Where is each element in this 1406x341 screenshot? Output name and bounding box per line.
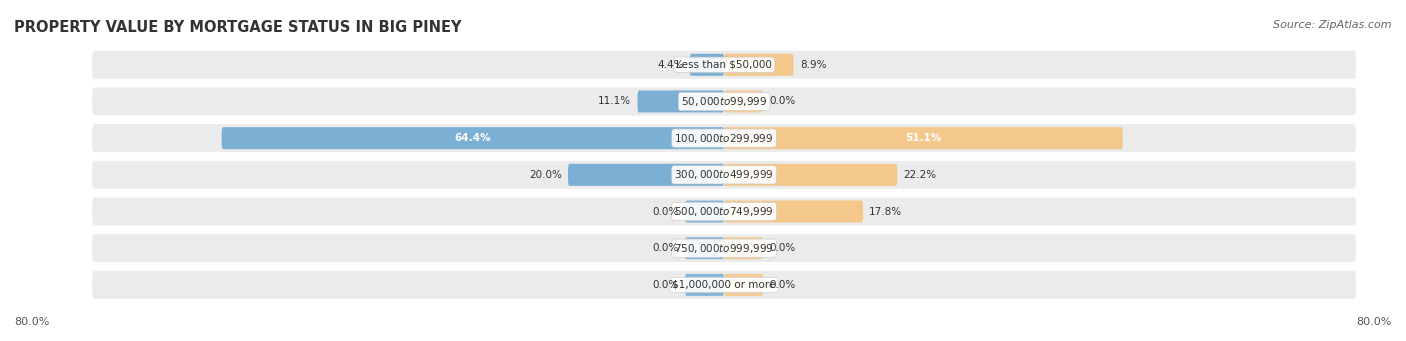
Text: $300,000 to $499,999: $300,000 to $499,999 — [675, 168, 773, 181]
Text: $100,000 to $299,999: $100,000 to $299,999 — [675, 132, 773, 145]
FancyBboxPatch shape — [724, 54, 793, 76]
FancyBboxPatch shape — [93, 124, 1355, 152]
FancyBboxPatch shape — [637, 90, 724, 113]
Text: 51.1%: 51.1% — [905, 133, 942, 143]
FancyBboxPatch shape — [222, 127, 724, 149]
Text: 20.0%: 20.0% — [529, 170, 562, 180]
Text: 17.8%: 17.8% — [869, 207, 903, 217]
FancyBboxPatch shape — [93, 51, 1355, 79]
Text: 0.0%: 0.0% — [769, 97, 796, 106]
Text: 80.0%: 80.0% — [1357, 317, 1392, 327]
Text: 0.0%: 0.0% — [652, 243, 679, 253]
Text: 64.4%: 64.4% — [454, 133, 491, 143]
Text: $750,000 to $999,999: $750,000 to $999,999 — [675, 242, 773, 255]
FancyBboxPatch shape — [724, 201, 863, 223]
Text: Less than $50,000: Less than $50,000 — [676, 60, 772, 70]
Text: 80.0%: 80.0% — [14, 317, 49, 327]
FancyBboxPatch shape — [93, 234, 1355, 262]
Text: 8.9%: 8.9% — [800, 60, 827, 70]
FancyBboxPatch shape — [568, 164, 724, 186]
Legend: Without Mortgage, With Mortgage: Without Mortgage, With Mortgage — [589, 337, 859, 341]
FancyBboxPatch shape — [93, 197, 1355, 225]
Text: 0.0%: 0.0% — [769, 280, 796, 290]
FancyBboxPatch shape — [724, 164, 897, 186]
Text: $50,000 to $99,999: $50,000 to $99,999 — [681, 95, 768, 108]
Text: 0.0%: 0.0% — [652, 280, 679, 290]
Text: 22.2%: 22.2% — [904, 170, 936, 180]
FancyBboxPatch shape — [724, 237, 763, 259]
FancyBboxPatch shape — [685, 274, 724, 296]
FancyBboxPatch shape — [93, 271, 1355, 299]
FancyBboxPatch shape — [690, 54, 724, 76]
FancyBboxPatch shape — [685, 201, 724, 223]
Text: 11.1%: 11.1% — [598, 97, 631, 106]
FancyBboxPatch shape — [93, 161, 1355, 189]
FancyBboxPatch shape — [724, 274, 763, 296]
FancyBboxPatch shape — [685, 237, 724, 259]
Text: Source: ZipAtlas.com: Source: ZipAtlas.com — [1274, 20, 1392, 30]
Text: 0.0%: 0.0% — [769, 243, 796, 253]
Text: PROPERTY VALUE BY MORTGAGE STATUS IN BIG PINEY: PROPERTY VALUE BY MORTGAGE STATUS IN BIG… — [14, 20, 461, 35]
Text: 4.4%: 4.4% — [657, 60, 683, 70]
FancyBboxPatch shape — [724, 90, 763, 113]
FancyBboxPatch shape — [93, 88, 1355, 115]
FancyBboxPatch shape — [724, 127, 1123, 149]
Text: $1,000,000 or more: $1,000,000 or more — [672, 280, 776, 290]
Text: $500,000 to $749,999: $500,000 to $749,999 — [675, 205, 773, 218]
Text: 0.0%: 0.0% — [652, 207, 679, 217]
